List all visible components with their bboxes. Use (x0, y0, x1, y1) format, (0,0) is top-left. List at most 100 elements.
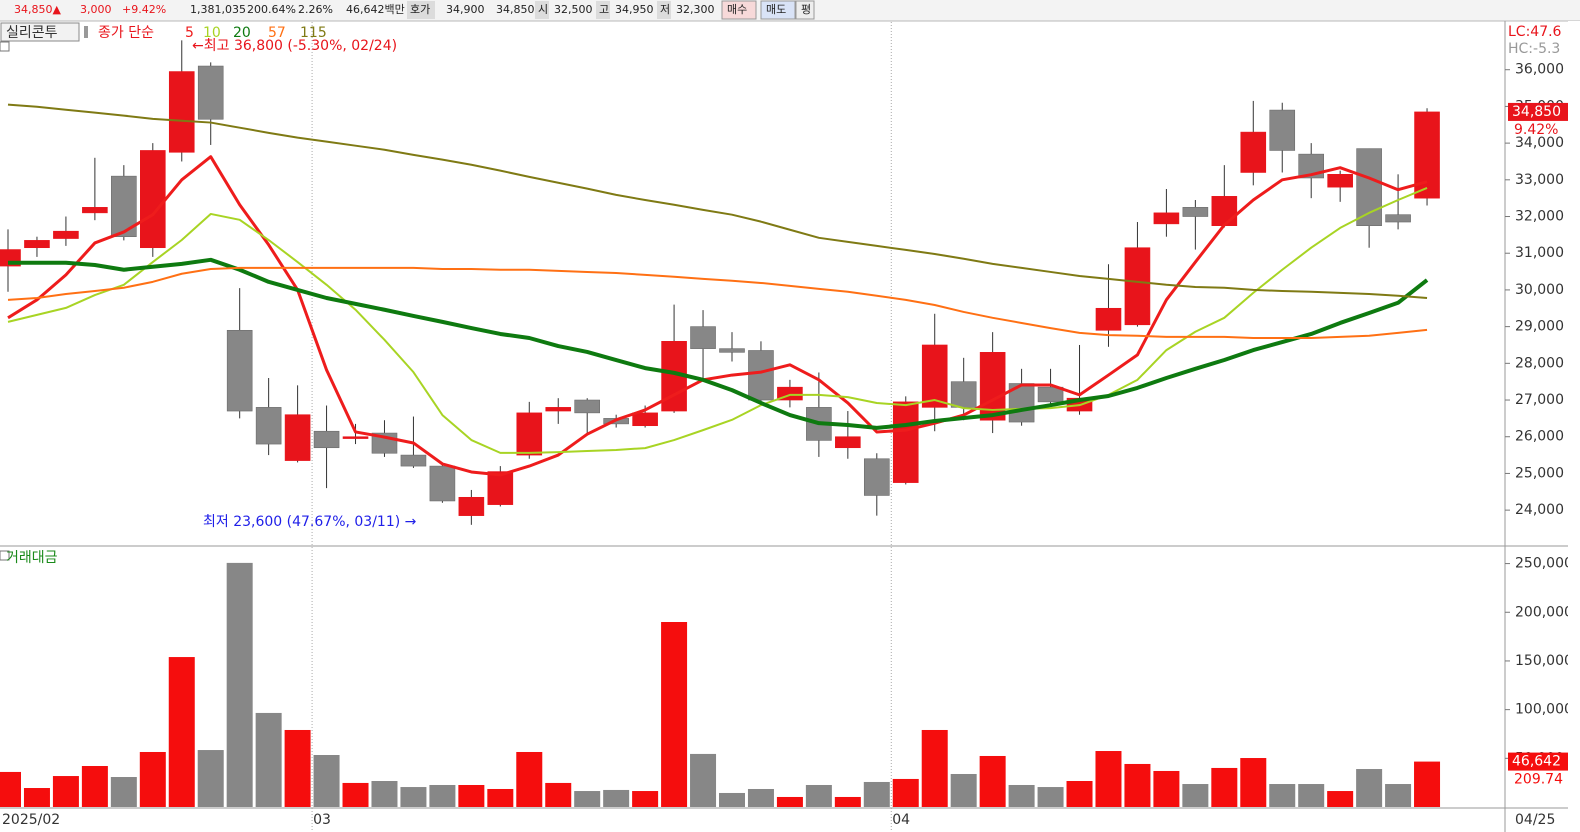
quote-field: 호가 (410, 3, 430, 16)
x-tick-label: 04 (892, 812, 910, 828)
candle-body (24, 240, 50, 249)
corner-label: HC:-5.3 (1508, 41, 1560, 57)
candle-body (82, 207, 108, 214)
volume-bar (545, 782, 572, 807)
volume-bar (690, 753, 717, 807)
volume-bar (139, 751, 166, 807)
volume-bar (313, 755, 340, 807)
candle-body (574, 399, 601, 414)
legend-entry[interactable]: 20 (233, 25, 251, 41)
y-tick-label: 26,000 (1515, 429, 1564, 445)
y-tick-label: 33,000 (1515, 172, 1564, 188)
candle-body (487, 471, 514, 505)
volume-bar (950, 773, 977, 807)
quote-field: 34,950 (615, 3, 654, 16)
volume-bar (1124, 763, 1151, 807)
candle-body (1211, 196, 1238, 226)
candle-body (313, 430, 340, 449)
volume-bar (719, 792, 745, 807)
y-tick-label: 28,000 (1515, 355, 1564, 371)
volume-bar (805, 784, 832, 807)
candle-body (168, 71, 195, 153)
legend-entry[interactable]: 57 (268, 25, 286, 41)
volume-bar (168, 657, 195, 807)
quote-field[interactable]: 매도 (766, 3, 786, 16)
panel-toggle[interactable] (0, 550, 10, 561)
volume-bar (1211, 767, 1238, 807)
candle-body (1356, 148, 1382, 226)
y-tick-label: 24,000 (1515, 502, 1564, 518)
volume-bar (574, 791, 601, 807)
candle-body (1182, 207, 1209, 217)
candle-body (863, 458, 890, 496)
quote-cell (535, 1, 549, 19)
volume-bar (1356, 769, 1383, 807)
volume-bar (661, 622, 688, 807)
legend-entry[interactable]: 10 (203, 25, 221, 41)
x-tick-label: 04/25 (1515, 812, 1555, 828)
quote-field: 시 (538, 3, 548, 16)
volume-bar (487, 788, 514, 807)
y-tick-label: 100,000 (1515, 702, 1573, 718)
y-tick-label: 36,000 (1515, 62, 1564, 78)
volume-bar (81, 766, 108, 807)
legend-prefix: 종가 단순 (98, 25, 154, 41)
sub-value: 209.74 (1514, 772, 1563, 788)
quote-field: 32,500 (554, 3, 593, 16)
candle-body (342, 436, 369, 439)
annotation: ←최고 36,800 (-5.30%, 02/24) (192, 38, 397, 54)
quote-field[interactable]: 매수 (727, 3, 747, 16)
candle-body (748, 350, 774, 401)
volume-bar (776, 796, 803, 807)
candle-body (950, 381, 977, 408)
candle-body (1037, 386, 1064, 403)
candle-body (516, 412, 543, 456)
corner-label: LC:47.6 (1508, 24, 1562, 40)
volume-bar (23, 788, 50, 807)
y-tick-label: 25,000 (1515, 465, 1564, 481)
volume-bar (197, 750, 224, 807)
volume-bar (979, 755, 1006, 807)
stock-name-box[interactable] (0, 22, 80, 42)
candle-body (140, 150, 166, 249)
volume-bar (747, 788, 774, 807)
candle-body (284, 414, 311, 461)
candle-body (835, 436, 861, 449)
legend-entry[interactable]: 115 (300, 25, 327, 41)
y-tick-label: 29,000 (1515, 319, 1564, 335)
candle-body (632, 412, 658, 427)
quote-field[interactable]: 평 (801, 3, 811, 16)
quote-cell (407, 1, 435, 19)
volume-bar (110, 777, 137, 807)
annotation: 최저 23,600 (47.67%, 03/11) → (203, 514, 417, 530)
volume-bar (863, 781, 890, 807)
last-value: 46,642 (1512, 754, 1561, 770)
quote-field: +9.42% (122, 3, 166, 16)
volume-bar (603, 789, 630, 807)
order-button[interactable] (795, 0, 815, 20)
y-tick-label: 34,000 (1515, 135, 1564, 151)
quote-field: 저 (660, 3, 670, 16)
volume-bar (1066, 781, 1093, 807)
moving-average (7, 155, 1428, 477)
volume-bar (1095, 751, 1122, 807)
panel-toggle[interactable] (0, 41, 10, 52)
quote-field: 46,642백만 (346, 3, 405, 16)
quote-cell (596, 1, 610, 19)
last-price: 34,850 (1512, 104, 1561, 120)
y-tick-label: 150,000 (1515, 653, 1573, 669)
volume-bar (400, 787, 427, 807)
legend-entry[interactable]: 5 (185, 25, 194, 41)
candle-body (921, 344, 948, 408)
volume-bar (921, 729, 948, 807)
stock-name[interactable]: 실리콘투 (6, 25, 58, 41)
volume-bar (458, 784, 485, 807)
y-tick-label: 31,000 (1515, 245, 1564, 261)
order-button[interactable] (721, 0, 757, 20)
y-tick-label: 200,000 (1515, 604, 1573, 620)
moving-average (7, 103, 1428, 299)
window-edge (1568, 21, 1580, 832)
order-button[interactable] (760, 0, 796, 20)
price-box (1508, 102, 1568, 121)
